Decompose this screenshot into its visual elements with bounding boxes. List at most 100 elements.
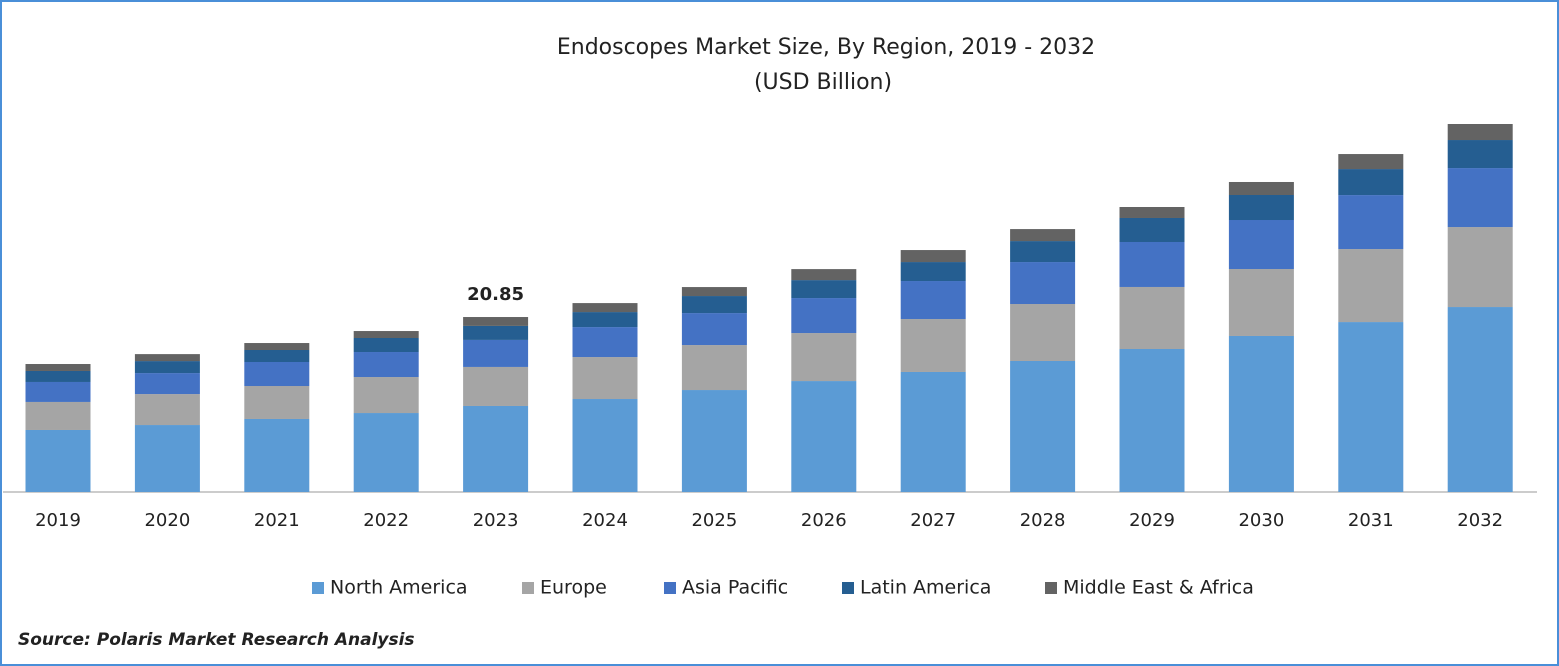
bar-segment <box>681 390 747 492</box>
x-tick-label: 2024 <box>582 510 628 531</box>
bar-segment <box>1447 124 1513 141</box>
x-tick-label: 2032 <box>1457 510 1503 531</box>
bar-segment <box>1447 168 1513 228</box>
bar-segment <box>1447 140 1513 169</box>
bar-segment <box>572 357 638 400</box>
x-tick-label: 2020 <box>144 510 190 531</box>
legend-label: Europe <box>540 577 607 599</box>
bar-segment <box>900 371 966 492</box>
x-tick-label: 2029 <box>1129 510 1175 531</box>
bar-segment <box>1010 360 1076 492</box>
bar-segment <box>134 425 200 492</box>
bar-segment <box>25 364 91 371</box>
legend-swatch <box>842 582 854 594</box>
chart-title: Endoscopes Market Size, By Region, 2019 … <box>557 35 1095 60</box>
bar-segment <box>134 361 200 374</box>
bar-segment <box>25 429 91 492</box>
bar-segment <box>791 333 857 382</box>
bar-segment <box>1338 322 1404 492</box>
bar-segment <box>463 339 529 367</box>
bar-segment <box>572 327 638 358</box>
legend-label: Middle East & Africa <box>1063 577 1254 599</box>
bar-segment <box>134 394 200 426</box>
bar-segment <box>25 401 91 430</box>
x-tick-label: 2023 <box>473 510 519 531</box>
chart-subtitle: (USD Billion) <box>754 70 892 95</box>
bar-segment <box>1228 220 1294 270</box>
bar-segment <box>1228 194 1294 221</box>
bar-segment <box>791 298 857 334</box>
bar-segment <box>900 319 966 372</box>
bar-segment <box>134 373 200 395</box>
bar-segment <box>134 354 200 362</box>
total-label: 20.85 <box>467 284 524 305</box>
legend-label: North America <box>330 577 468 599</box>
bar-segment <box>463 317 529 326</box>
bar-segment <box>1010 262 1076 305</box>
bar-segment <box>25 381 91 402</box>
legend-swatch <box>312 582 324 594</box>
bar-segment <box>1228 181 1294 195</box>
bar-segment <box>900 281 966 320</box>
bar-segment <box>791 280 857 299</box>
x-tick-label: 2021 <box>254 510 300 531</box>
bar-segment <box>463 366 529 406</box>
bar-segment <box>1119 286 1185 349</box>
bar-segment <box>900 262 966 282</box>
bar-segment <box>1228 269 1294 336</box>
bar-segment <box>681 287 747 297</box>
bar-segment <box>1338 169 1404 196</box>
bar-segment <box>1338 249 1404 323</box>
bar-segment <box>353 331 419 339</box>
source: Source: Polaris Market Research Analysis <box>18 630 415 650</box>
x-tick-label: 2022 <box>363 510 409 531</box>
bar-segment <box>244 386 310 419</box>
legend-swatch <box>522 582 534 594</box>
legend-swatch <box>664 582 676 594</box>
bar-segment <box>1447 227 1513 308</box>
bar-segment <box>1010 229 1076 242</box>
bar-segment <box>681 345 747 391</box>
bar-segment <box>1119 217 1185 242</box>
legend-swatch <box>1045 582 1057 594</box>
x-tick-label: 2031 <box>1348 510 1394 531</box>
x-tick-label: 2026 <box>801 510 847 531</box>
bar-segment <box>463 325 529 340</box>
bar-segment <box>1228 335 1294 492</box>
bar-segment <box>463 405 529 492</box>
x-tick-label: 2028 <box>1020 510 1066 531</box>
bar-segment <box>1338 154 1404 170</box>
bar-segment <box>1119 348 1185 492</box>
bar-segment <box>244 350 310 363</box>
bar-segment <box>1338 195 1404 250</box>
bar-segment <box>353 352 419 378</box>
bar-segment <box>1119 206 1185 218</box>
bar-segment <box>244 362 310 387</box>
bar-segment <box>572 399 638 492</box>
bar-segment <box>791 269 857 281</box>
x-tick-label: 2027 <box>910 510 956 531</box>
bar-segment <box>353 338 419 353</box>
bar-segment <box>25 370 91 382</box>
bar-segment <box>681 313 747 346</box>
bar-segment <box>681 296 747 314</box>
bar-segment <box>791 381 857 492</box>
bar-segment <box>1010 241 1076 263</box>
bar-segment <box>244 343 310 351</box>
bar-segment <box>572 312 638 328</box>
bar-segment <box>353 413 419 492</box>
bar-segment <box>572 303 638 313</box>
bar-segment <box>1010 304 1076 361</box>
bar-segment <box>353 377 419 414</box>
legend-label: Asia Pacific <box>682 577 788 599</box>
bar-segment <box>1119 241 1185 287</box>
bar-segment <box>1447 307 1513 492</box>
bar-segment <box>244 418 310 492</box>
x-tick-label: 2025 <box>691 510 737 531</box>
x-tick-label: 2030 <box>1238 510 1284 531</box>
x-tick-label: 2019 <box>35 510 81 531</box>
legend-label: Latin America <box>860 577 991 599</box>
bar-segment <box>900 250 966 263</box>
